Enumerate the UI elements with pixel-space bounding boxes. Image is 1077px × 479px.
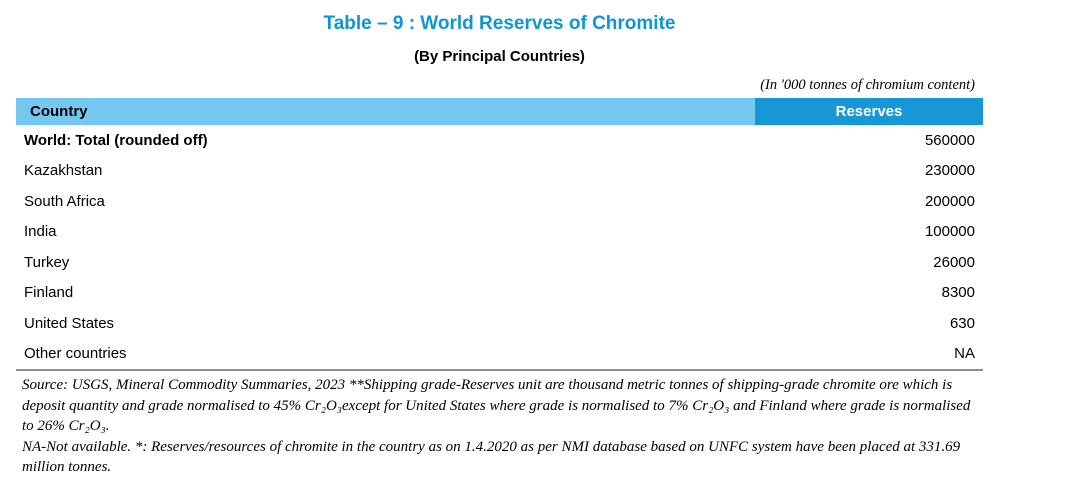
reserves-cell: 100000	[924, 223, 975, 241]
reserves-cell: 560000	[924, 131, 975, 149]
reserves-cell: 200000	[924, 192, 975, 210]
country-cell: Finland	[24, 284, 74, 302]
na-note: NA-Not available. *: Reserves/resources …	[22, 438, 961, 476]
table-row: South Africa 200000	[16, 186, 983, 217]
country-cell: United States	[24, 314, 115, 332]
table-row: Kazakhstan 230000	[16, 156, 983, 187]
table-block: Table – 9 : World Reserves of Chromite (…	[16, 0, 983, 478]
unit-note: (In '000 tonnes of chromium content)	[760, 77, 975, 93]
country-cell: Turkey	[24, 253, 70, 271]
reserves-cell: 26000	[933, 253, 975, 271]
country-cell: World: Total (rounded off)	[24, 131, 208, 149]
table-title: Table – 9 : World Reserves of Chromite	[323, 13, 676, 34]
country-cell: India	[24, 223, 57, 241]
reserves-cell: 630	[949, 314, 975, 332]
source-note: Source: USGS, Mineral Commodity Summarie…	[22, 377, 971, 434]
table-row: United States 630	[16, 308, 983, 339]
footnote-divider	[16, 369, 983, 371]
table-row: Finland 8300	[16, 278, 983, 309]
reserves-table: Country Reserves World: Total (rounded o…	[16, 98, 983, 369]
table-header-row: Country Reserves	[16, 98, 983, 125]
reserves-cell: 8300	[941, 284, 975, 302]
country-cell: Other countries	[24, 345, 127, 363]
reserves-cell: 230000	[924, 162, 975, 180]
table-row: Turkey 26000	[16, 247, 983, 278]
table-row: Other countries NA	[16, 339, 983, 370]
table-row: World: Total (rounded off) 560000	[16, 125, 983, 156]
country-cell: South Africa	[24, 192, 105, 210]
country-cell: Kazakhstan	[24, 162, 103, 180]
table-row: India 100000	[16, 217, 983, 248]
table-subtitle: (By Principal Countries)	[414, 48, 585, 65]
reserves-cell: NA	[954, 345, 975, 363]
column-header-country: Country	[16, 98, 755, 125]
footnotes: Source: USGS, Mineral Commodity Summarie…	[16, 375, 983, 478]
column-header-reserves: Reserves	[755, 98, 983, 125]
